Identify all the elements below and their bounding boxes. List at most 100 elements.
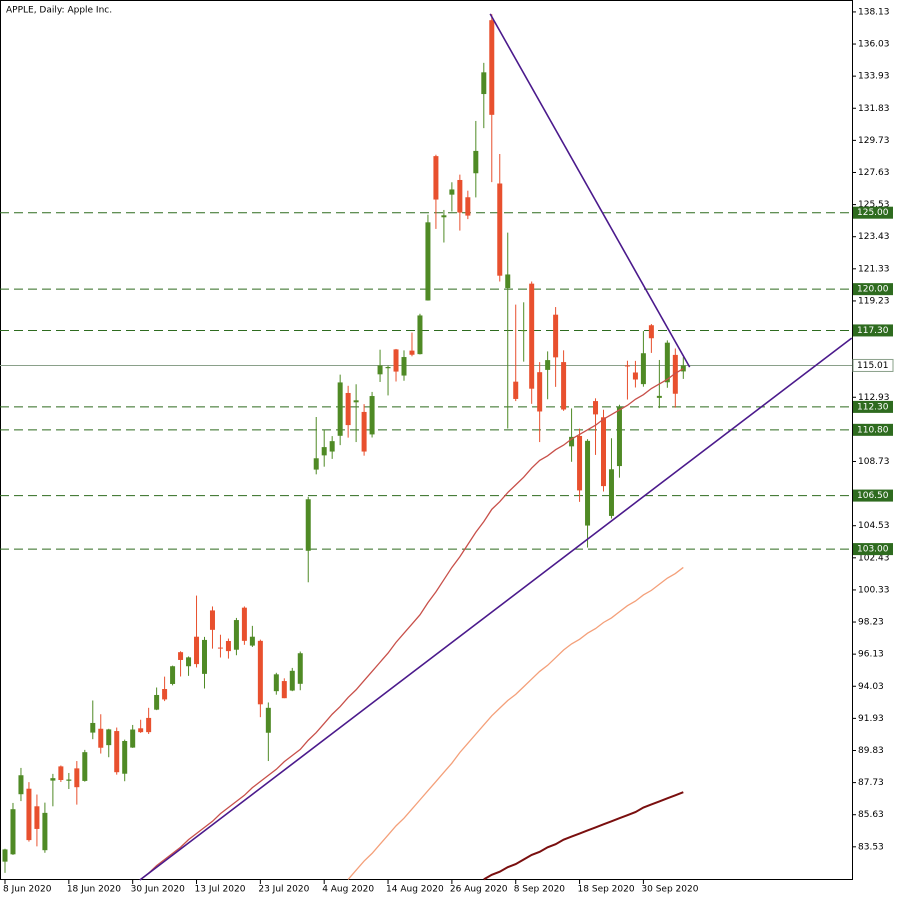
level-label-box <box>853 400 893 413</box>
plot-frame <box>0 0 853 880</box>
candle-body <box>265 707 271 733</box>
candle-body <box>377 365 383 375</box>
level-label-box <box>853 423 893 436</box>
candle-body <box>353 400 359 403</box>
candle-body <box>553 314 559 358</box>
candle-body <box>505 274 511 289</box>
candle-body <box>170 666 176 684</box>
candle-body <box>82 752 88 781</box>
candle-body <box>465 197 471 216</box>
candle-body <box>2 849 8 862</box>
y-tick-label: 108.73 <box>858 457 890 467</box>
y-tick-label: 89.83 <box>858 746 884 756</box>
candle-body <box>313 458 319 470</box>
y-tick-label: 85.63 <box>858 810 884 820</box>
candle-body <box>146 717 152 733</box>
y-tick-label: 87.73 <box>858 778 884 788</box>
y-tick-label: 100.33 <box>858 585 890 595</box>
x-tick-label: 14 Aug 2020 <box>386 885 444 895</box>
candle-body <box>42 812 48 851</box>
y-tick-label: 104.53 <box>858 521 890 531</box>
candle-body <box>321 447 327 456</box>
candle-body <box>369 396 375 435</box>
candle-body <box>194 636 200 665</box>
level-label: 125.00 <box>857 208 889 218</box>
candle-body <box>425 222 431 301</box>
candle-body <box>385 366 391 369</box>
candle-body <box>648 325 654 339</box>
moving-average <box>483 791 684 881</box>
y-tick-label: 131.83 <box>858 104 890 114</box>
candle-body <box>640 353 646 385</box>
candle-body <box>154 694 160 710</box>
candle-body <box>449 189 455 195</box>
chart-title: APPLE, Daily: Apple Inc. <box>6 6 112 16</box>
candle-body <box>513 381 519 399</box>
y-tick-label: 123.43 <box>858 232 890 242</box>
candle-body <box>58 766 64 780</box>
last-price-label: 115.01 <box>857 361 889 371</box>
y-tick-label: 127.63 <box>858 168 890 178</box>
last-price-box <box>852 358 894 372</box>
candle-body <box>608 469 614 516</box>
x-tick-label: 13 Jul 2020 <box>195 885 246 895</box>
candle-body <box>664 342 670 383</box>
candle-body <box>345 392 351 426</box>
y-tick-label: 138.13 <box>858 7 890 17</box>
x-tick-label: 26 Aug 2020 <box>450 885 508 895</box>
candle-body <box>656 395 662 398</box>
candle-body <box>98 728 104 748</box>
candle-body <box>593 401 599 415</box>
y-tick-label: 133.93 <box>858 72 890 82</box>
y-tick-label: 91.93 <box>858 714 884 724</box>
candle-body <box>241 607 247 641</box>
x-tick-label: 30 Jun 2020 <box>131 885 185 895</box>
y-tick-label: 94.03 <box>858 682 884 692</box>
level-label-box <box>853 324 893 337</box>
level-label: 106.50 <box>857 491 889 501</box>
candle-body <box>361 411 367 452</box>
candle-body <box>441 215 447 218</box>
candle-body <box>209 610 215 630</box>
x-tick-label: 8 Jun 2020 <box>3 885 52 895</box>
x-tick-label: 23 Jul 2020 <box>258 885 309 895</box>
candle-body <box>233 620 239 650</box>
candle-body <box>473 150 479 174</box>
y-tick-label: 112.93 <box>858 393 890 403</box>
candle-body <box>569 436 575 447</box>
candle-body <box>433 156 439 200</box>
trendline <box>489 13 691 368</box>
candle-body <box>130 729 136 748</box>
candle-body <box>561 362 567 410</box>
y-tick-label: 83.53 <box>858 842 884 852</box>
candle-body <box>417 315 423 355</box>
candle-body <box>66 779 72 781</box>
candle-body <box>106 729 112 746</box>
trendline <box>139 337 853 881</box>
candle-body <box>281 681 287 699</box>
candle-body <box>186 657 192 667</box>
level-label-box <box>853 489 893 502</box>
level-label-box <box>853 283 893 296</box>
candle-body <box>329 441 335 452</box>
candle-body <box>680 365 686 372</box>
candle-body <box>74 768 80 788</box>
candle-body <box>481 72 487 95</box>
candle-body <box>257 640 263 705</box>
candle-body <box>577 435 583 491</box>
x-tick-label: 30 Sep 2020 <box>641 885 698 895</box>
y-tick-label: 129.73 <box>858 136 890 146</box>
candle-body <box>393 349 399 372</box>
candle-body <box>632 372 638 380</box>
y-tick-label: 102.43 <box>858 553 890 563</box>
candle-body <box>289 670 295 691</box>
y-tick-label: 98.23 <box>858 618 884 628</box>
x-tick-label: 18 Jun 2020 <box>67 885 121 895</box>
y-tick-label: 121.33 <box>858 264 890 274</box>
candle-body <box>672 354 678 394</box>
candle-body <box>138 728 144 733</box>
candle-body <box>273 674 279 692</box>
y-tick-label: 119.23 <box>858 296 890 306</box>
level-label: 103.00 <box>857 545 889 555</box>
